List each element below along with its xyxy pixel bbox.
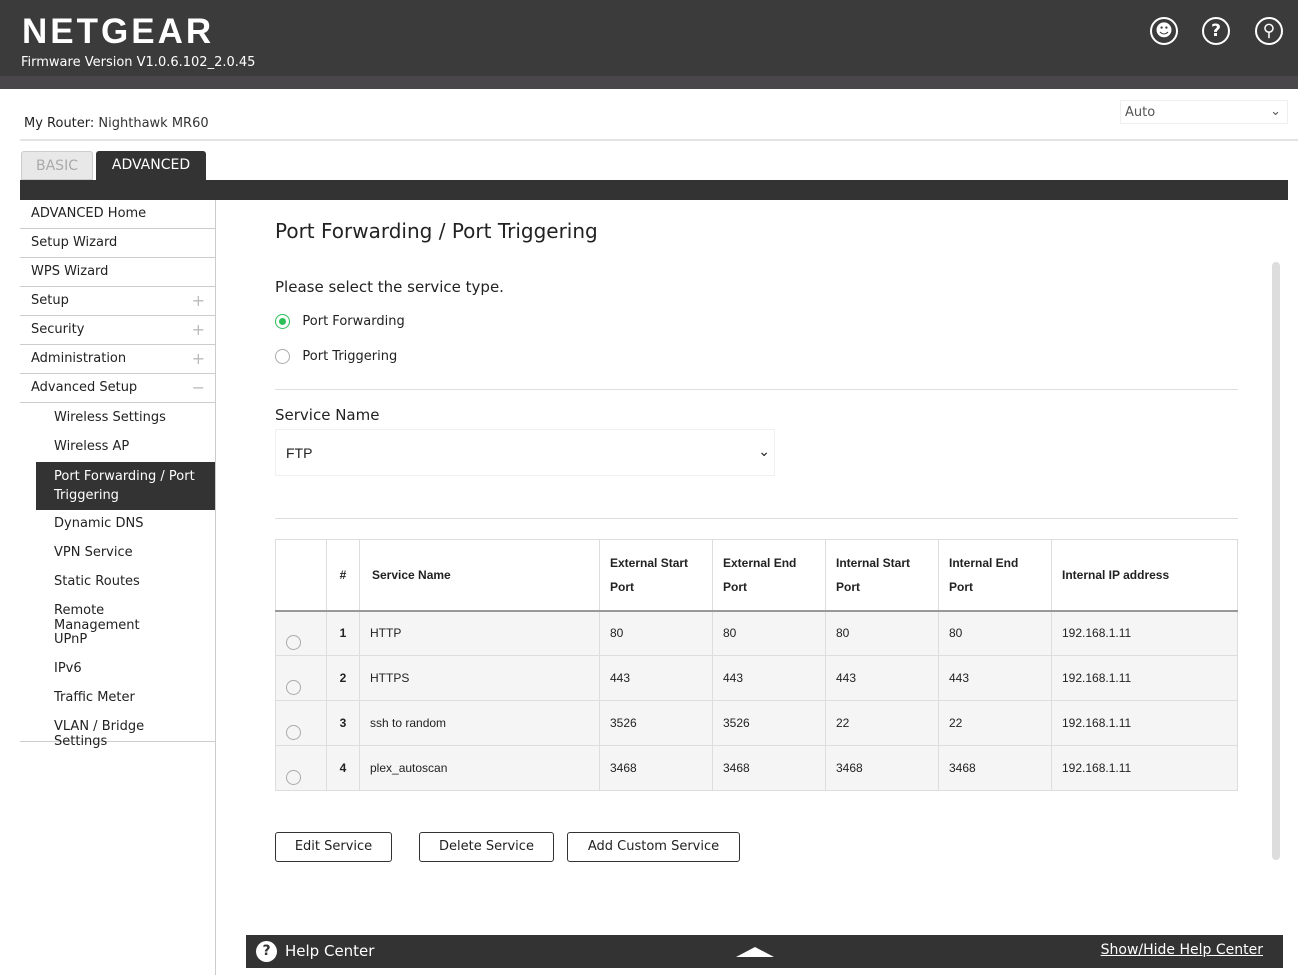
sidebar-sub-vlan[interactable]: VLAN / Bridge Settings (20, 713, 215, 749)
table-row: 2 HTTPS 443 443 443 443 192.168.1.11 (275, 655, 1238, 701)
table-row: 1 HTTP 80 80 80 80 192.168.1.11 (275, 610, 1238, 656)
table-cell: 443 (825, 655, 939, 701)
sidebar-sub-wireless-ap[interactable]: Wireless AP (54, 439, 130, 454)
header: NETGEAR Firmware Version V1.0.6.102_2.0.… (0, 0, 1298, 76)
service-name-label: Service Name (275, 406, 380, 424)
radio-port-triggering[interactable]: Port Triggering (275, 349, 397, 364)
plus-icon: + (191, 349, 205, 368)
tab-basic[interactable]: BASIC (21, 151, 93, 180)
sidebar-sub-dynamic-dns[interactable]: Dynamic DNS (54, 516, 144, 531)
table-cell: 80 (938, 610, 1052, 656)
table-row: 3 ssh to random 3526 3526 22 22 192.168.1.11 (275, 700, 1238, 746)
sidebar-sub-port-forwarding[interactable]: Port Forwarding / Port Triggering (36, 462, 215, 510)
sidebar-sub-vpn-service[interactable]: VPN Service (54, 545, 133, 560)
radio-icon[interactable] (275, 314, 290, 329)
sidebar-sub-traffic-meter[interactable]: Traffic Meter (54, 690, 135, 705)
help-icon[interactable]: ? (1202, 17, 1230, 45)
table-cell: 3468 (938, 745, 1052, 791)
language-select[interactable]: Auto ⌄ (1120, 100, 1288, 124)
table-cell: HTTPS (359, 655, 600, 701)
radio-icon[interactable] (286, 679, 301, 695)
radio-icon[interactable] (286, 634, 301, 650)
sidebar-item-administration[interactable]: Administration + (20, 345, 215, 374)
chevron-down-icon: ⌄ (1270, 104, 1281, 119)
table-cell: 22 (938, 700, 1052, 746)
sidebar-sub-ipv6[interactable]: IPv6 (54, 661, 82, 676)
radio-port-forwarding[interactable]: Port Forwarding (275, 314, 405, 329)
netgear-logo: NETGEAR (22, 12, 215, 51)
divider (275, 518, 1238, 519)
table-cell: 443 (599, 655, 713, 701)
table-cell: 443 (938, 655, 1052, 701)
table-cell: plex_autoscan (359, 745, 600, 791)
sidebar-item-setup-wizard[interactable]: Setup Wizard (20, 229, 215, 258)
radio-icon[interactable] (275, 349, 290, 364)
table-cell: 3526 (599, 700, 713, 746)
sidebar-sub-wireless-settings[interactable]: Wireless Settings (54, 410, 166, 425)
divider (20, 139, 1298, 141)
edit-service-button[interactable]: Edit Service (275, 832, 392, 862)
help-center-bar: ? Help Center Show/Hide Help Center (246, 935, 1283, 968)
table-header: # Service Name External Start Port Exter… (275, 539, 1238, 612)
table-cell: 192.168.1.11 (1051, 655, 1238, 701)
row-select-radio[interactable] (275, 745, 327, 791)
sidebar-sub-upnp[interactable]: UPnP (54, 632, 88, 647)
plus-icon: + (191, 320, 205, 339)
help-icon: ? (256, 941, 277, 962)
page-title: Port Forwarding / Port Triggering (275, 219, 598, 243)
row-select-radio[interactable] (275, 655, 327, 701)
tab-advanced[interactable]: ADVANCED (96, 151, 206, 180)
sidebar: ADVANCED Home Setup Wizard WPS Wizard Se… (20, 200, 216, 975)
sidebar-item-setup[interactable]: Setup + (20, 287, 215, 316)
sidebar-item-advanced-setup[interactable]: Advanced Setup − (20, 374, 215, 403)
header-strip (0, 76, 1298, 89)
sidebar-item-advanced-home[interactable]: ADVANCED Home (20, 200, 215, 229)
sidebar-sub-remote-management[interactable]: Remote Management (54, 603, 140, 633)
table-cell: 3 (326, 700, 360, 746)
table-cell: ssh to random (359, 700, 600, 746)
help-center-title: Help Center (285, 942, 375, 960)
row-select-radio[interactable] (275, 610, 327, 656)
sidebar-sub-static-routes[interactable]: Static Routes (54, 574, 140, 589)
delete-service-button[interactable]: Delete Service (419, 832, 554, 862)
show-hide-help-link[interactable]: Show/Hide Help Center (1100, 942, 1263, 958)
minus-icon: − (191, 378, 205, 397)
table-cell: 2 (326, 655, 360, 701)
service-type-prompt: Please select the service type. (275, 278, 504, 296)
table-cell: 192.168.1.11 (1051, 745, 1238, 791)
table-cell: 22 (825, 700, 939, 746)
table-cell: 3468 (712, 745, 826, 791)
sidebar-item-wps-wizard[interactable]: WPS Wizard (20, 258, 215, 287)
port-forwarding-table: # Service Name External Start Port Exter… (275, 539, 1238, 791)
add-custom-service-button[interactable]: Add Custom Service (567, 832, 740, 862)
table-cell: 1 (326, 610, 360, 656)
table-cell: 3468 (599, 745, 713, 791)
table-cell: 80 (825, 610, 939, 656)
table-cell: 192.168.1.11 (1051, 700, 1238, 746)
user-icon[interactable]: ☻ (1150, 17, 1178, 45)
table-cell: 3526 (712, 700, 826, 746)
radio-icon[interactable] (286, 769, 301, 785)
table-cell: 4 (326, 745, 360, 791)
divider (275, 389, 1238, 390)
table-row: 4 plex_autoscan 3468 3468 3468 3468 192.168.1.… (275, 745, 1238, 791)
tab-bar (20, 180, 1288, 200)
plus-icon: + (191, 291, 205, 310)
search-icon[interactable]: ⚲ (1255, 17, 1283, 45)
table-cell: 3468 (825, 745, 939, 791)
chevron-down-icon: ⌄ (758, 443, 770, 459)
sidebar-item-security[interactable]: Security + (20, 316, 215, 345)
caret-up-icon[interactable] (736, 947, 774, 957)
table-cell: 192.168.1.11 (1051, 610, 1238, 656)
service-name-select[interactable]: FTP ⌄ (275, 429, 775, 476)
table-cell: 80 (599, 610, 713, 656)
radio-icon[interactable] (286, 724, 301, 740)
table-cell: HTTP (359, 610, 600, 656)
table-cell: 80 (712, 610, 826, 656)
scrollbar[interactable] (1272, 262, 1280, 860)
row-select-radio[interactable] (275, 700, 327, 746)
firmware-version: Firmware Version V1.0.6.102_2.0.45 (21, 55, 256, 70)
table-cell: 443 (712, 655, 826, 701)
router-name: My Router: Nighthawk MR60 (24, 116, 209, 131)
